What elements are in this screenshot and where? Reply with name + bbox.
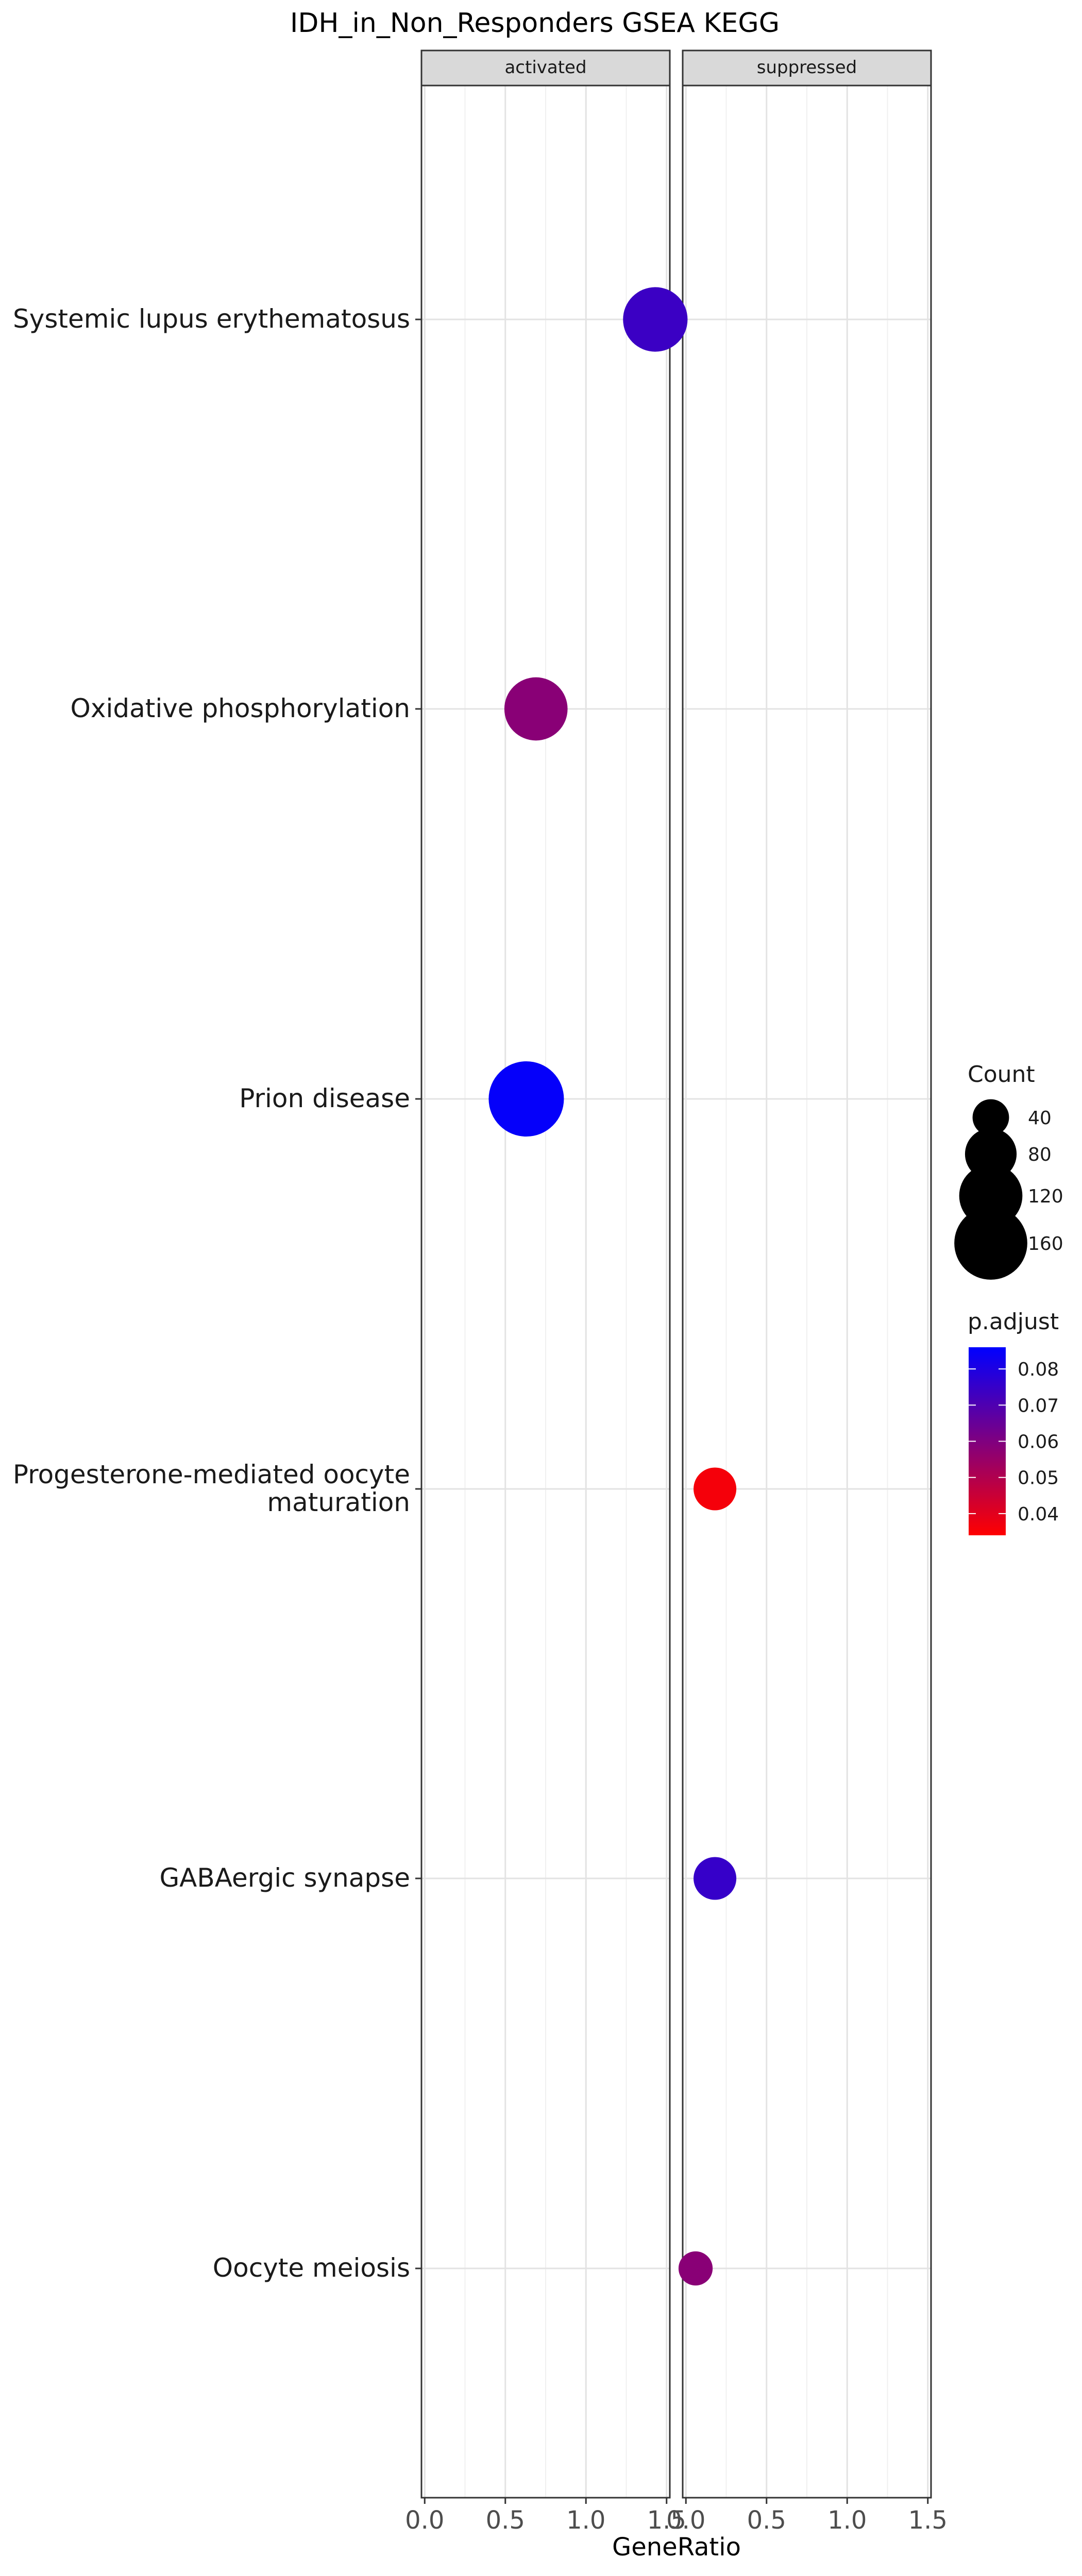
facet-panel-activated: activated bbox=[420, 49, 671, 2499]
count-legend: Count 40 80 120 160 bbox=[954, 1061, 1063, 1280]
x-axis-tick-label: 1.5 bbox=[647, 2506, 686, 2535]
colorbar-label: 0.04 bbox=[1018, 1504, 1059, 1525]
data-point bbox=[694, 1467, 737, 1511]
x-axis-title: GeneRatio bbox=[612, 2533, 741, 2562]
count-legend-label: 160 bbox=[1028, 1233, 1063, 1255]
x-axis-tick-label: 0.5 bbox=[747, 2506, 786, 2535]
x-axis-tick-label: 0.0 bbox=[666, 2506, 705, 2535]
padjust-legend: p.adjust 0.04 0.05 0.06 0.07 0.08 bbox=[968, 1309, 1059, 1535]
count-legend-label: 120 bbox=[1028, 1186, 1063, 1207]
data-point bbox=[504, 677, 568, 741]
colorbar-label: 0.06 bbox=[1018, 1432, 1059, 1453]
data-point bbox=[678, 2251, 713, 2286]
count-legend-key bbox=[954, 1207, 1027, 1280]
facet-strip bbox=[420, 49, 671, 87]
colorbar-label: 0.08 bbox=[1018, 1359, 1059, 1380]
count-legend-label: 80 bbox=[1028, 1144, 1052, 1165]
y-axis-label: Progesterone-mediated oocyte maturation bbox=[13, 1460, 410, 1517]
x-axis-tick-label: 1.5 bbox=[908, 2506, 948, 2535]
x-axis-tick-label: 1.0 bbox=[566, 2506, 605, 2535]
colorbar-label: 0.07 bbox=[1018, 1395, 1059, 1416]
y-axis-label: Prion disease bbox=[239, 1083, 410, 1113]
y-axis-label: Oocyte meiosis bbox=[213, 2253, 410, 2283]
colorbar-label: 0.05 bbox=[1018, 1468, 1059, 1489]
chart-title: IDH_in_Non_Responders GSEA KEGG bbox=[290, 8, 780, 39]
y-axis-label: GABAergic synapse bbox=[159, 1863, 410, 1893]
count-legend-title: Count bbox=[968, 1061, 1035, 1088]
facet-strip-label: suppressed bbox=[757, 57, 857, 78]
x-axis-tick-label: 0.5 bbox=[486, 2506, 525, 2535]
count-legend-key bbox=[972, 1099, 1009, 1136]
data-point bbox=[623, 287, 688, 352]
facet-panel-suppressed: suppressed bbox=[682, 49, 932, 2499]
facet-strip bbox=[682, 49, 932, 87]
y-axis-label: Systemic lupus erythematosus bbox=[13, 304, 410, 334]
x-axis-tick-label: 0.0 bbox=[405, 2506, 444, 2535]
padjust-legend-title: p.adjust bbox=[968, 1309, 1059, 1335]
data-point bbox=[488, 1061, 564, 1137]
count-legend-label: 40 bbox=[1028, 1108, 1052, 1129]
facet-strip-label: activated bbox=[504, 57, 586, 78]
x-axis-tick-label: 1.0 bbox=[827, 2506, 867, 2535]
y-axis-label: Oxidative phosphorylation bbox=[71, 693, 411, 723]
data-point bbox=[694, 1857, 737, 1900]
